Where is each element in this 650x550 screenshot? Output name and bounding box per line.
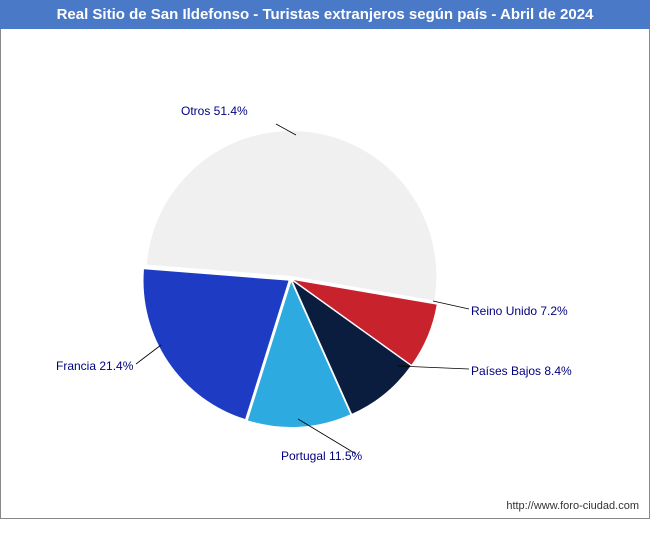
pie-chart: [141, 129, 441, 429]
slice-label-portugal: Portugal 11.5%: [281, 449, 362, 463]
slice-label-otros: Otros 51.4%: [181, 104, 248, 118]
chart-area: Otros 51.4% Reino Unido 7.2% Países Bajos …: [0, 29, 650, 519]
slice-label-países-bajos: Países Bajos 8.4%: [471, 364, 572, 378]
slice-label-francia: Francia 21.4%: [56, 359, 133, 373]
slice-label-reino-unido: Reino Unido 7.2%: [471, 304, 568, 318]
footer-url: http://www.foro-ciudad.com: [506, 500, 639, 512]
chart-title: Real Sitio de San Ildefonso - Turistas e…: [0, 0, 650, 29]
